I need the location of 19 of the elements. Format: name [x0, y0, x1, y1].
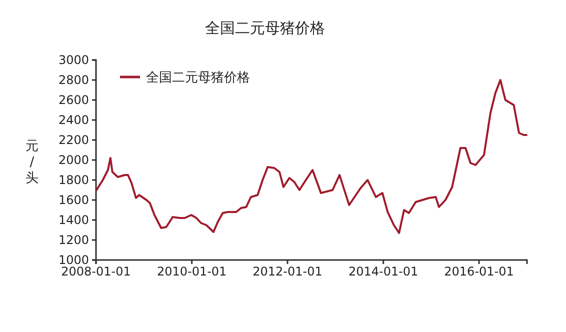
- x-tick-label: 2012-01-01: [252, 264, 322, 279]
- x-tick-label: 2010-01-01: [156, 264, 227, 279]
- y-tick-label: 2400: [58, 112, 89, 127]
- y-tick-label: 2600: [58, 92, 89, 107]
- x-tick-label: 2014-01-01: [348, 264, 418, 279]
- y-tick-label: 1600: [58, 192, 89, 207]
- y-tick-label: 2200: [58, 132, 89, 147]
- y-tick-label: 1400: [58, 212, 89, 227]
- y-tick-label: 1200: [58, 232, 89, 247]
- y-tick-label: 2000: [58, 152, 89, 167]
- x-tick-label: 2016-01-01: [444, 264, 514, 279]
- y-tick-label: 1800: [58, 172, 89, 187]
- legend-label: 全国二元母猪价格: [146, 70, 250, 86]
- y-tick-label: 3000: [58, 52, 89, 67]
- y-tick-label: 2800: [58, 72, 89, 87]
- y-axis-title: 元/头: [26, 139, 38, 186]
- y-tick-label: 1000: [58, 252, 89, 267]
- chart-title: 全国二元母猪价格: [205, 19, 325, 37]
- x-tick-label: 2008-01-01: [61, 264, 131, 279]
